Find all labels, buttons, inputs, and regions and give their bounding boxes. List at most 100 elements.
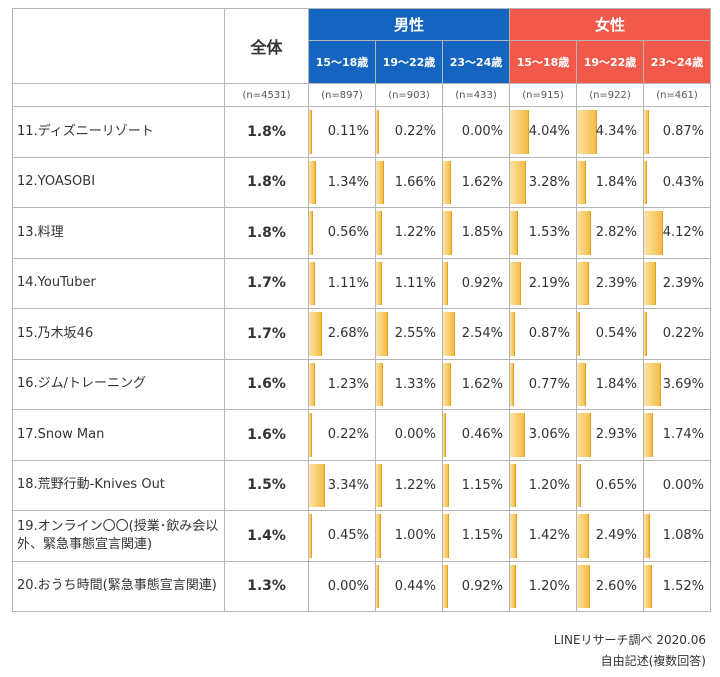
value-cell: 0.65% xyxy=(576,459,644,511)
value-text: 0.54% xyxy=(595,326,637,342)
value-text: 2.19% xyxy=(528,275,570,291)
value-text: 2.39% xyxy=(662,275,704,291)
value-text: 1.00% xyxy=(394,528,436,544)
value-cell: 1.22% xyxy=(375,207,443,259)
value-cell: 1.66% xyxy=(375,156,443,208)
value-text: 0.00% xyxy=(662,477,704,493)
row-total: 1.5% xyxy=(224,459,309,511)
sample-size-cell: (n=903) xyxy=(375,83,443,107)
value-text: 1.84% xyxy=(595,174,637,190)
value-cell: 1.62% xyxy=(442,156,510,208)
row-total: 1.8% xyxy=(224,207,309,259)
value-cell: 0.92% xyxy=(442,560,510,612)
value-cell: 1.20% xyxy=(509,459,577,511)
value-bar xyxy=(376,463,382,507)
value-cell: 3.28% xyxy=(509,156,577,208)
value-text: 1.42% xyxy=(528,528,570,544)
value-bar xyxy=(309,160,316,204)
value-bar xyxy=(376,110,379,154)
value-bar xyxy=(443,362,451,406)
value-bar xyxy=(510,211,518,255)
value-text: 1.23% xyxy=(327,376,369,392)
value-text: 2.55% xyxy=(394,326,436,342)
value-text: 2.39% xyxy=(595,275,637,291)
value-text: 3.06% xyxy=(528,427,570,443)
value-text: 4.12% xyxy=(662,225,704,241)
value-cell: 0.87% xyxy=(509,308,577,360)
value-cell: 3.06% xyxy=(509,409,577,461)
sample-size-cell: (n=915) xyxy=(509,83,577,107)
value-bar xyxy=(309,362,315,406)
value-cell: 0.45% xyxy=(308,510,376,562)
value-cell: 2.55% xyxy=(375,308,443,360)
value-bar xyxy=(443,261,448,305)
value-cell: 2.93% xyxy=(576,409,644,461)
value-bar xyxy=(577,110,597,154)
male-age-15-18: 15〜18歳 xyxy=(308,40,376,84)
value-cell: 0.56% xyxy=(308,207,376,259)
value-text: 0.92% xyxy=(461,275,503,291)
method-note: 自由記述(複数回答) xyxy=(600,654,706,668)
value-cell: 0.00% xyxy=(375,409,443,461)
value-text: 2.68% xyxy=(327,326,369,342)
value-bar xyxy=(644,362,661,406)
value-bar xyxy=(577,564,590,608)
value-bar xyxy=(376,514,381,558)
value-bar xyxy=(510,110,529,154)
row-label: 19.オンライン〇〇(授業･飲み会以外、緊急事態宣言関連) xyxy=(12,510,225,562)
value-cell: 2.19% xyxy=(509,257,577,309)
value-cell: 0.54% xyxy=(576,308,644,360)
value-bar xyxy=(577,160,586,204)
value-cell: 2.49% xyxy=(576,510,644,562)
table-row: 15.乃木坂46 1.7% 2.68% 2.55% 2.54% 0.87% 0.54% 0.2… xyxy=(12,308,711,360)
value-cell: 0.00% xyxy=(308,560,376,612)
value-cell: 1.23% xyxy=(308,358,376,410)
row-total: 1.6% xyxy=(224,358,309,410)
value-cell: 4.34% xyxy=(576,106,644,158)
value-cell: 2.54% xyxy=(442,308,510,360)
value-cell: 0.44% xyxy=(375,560,443,612)
female-age-23-24: 23〜24歳 xyxy=(643,40,711,84)
value-cell: 4.04% xyxy=(509,106,577,158)
value-bar xyxy=(644,110,649,154)
value-bar xyxy=(376,362,383,406)
row-total: 1.7% xyxy=(224,308,309,360)
value-text: 1.34% xyxy=(327,174,369,190)
value-cell: 0.87% xyxy=(643,106,711,158)
value-cell: 0.22% xyxy=(375,106,443,158)
ranking-table: 全体 男性 女性 15〜18歳 19〜22歳 23〜24歳 15〜18歳 19〜… xyxy=(12,8,711,612)
value-text: 1.11% xyxy=(394,275,436,291)
table-row: 18.荒野行動-Knives Out 1.5% 3.34% 1.22% 1.15% 1.2… xyxy=(12,459,711,511)
corner-cell xyxy=(12,8,225,84)
value-cell: 1.84% xyxy=(576,156,644,208)
value-cell: 1.00% xyxy=(375,510,443,562)
row-total: 1.8% xyxy=(224,156,309,208)
table-row: 14.YouTuber 1.7% 1.11% 1.11% 0.92% 2.19% 2.39%… xyxy=(12,257,711,309)
value-text: 3.34% xyxy=(327,477,369,493)
value-cell: 1.20% xyxy=(509,560,577,612)
value-bar xyxy=(376,261,382,305)
table-row: 16.ジム/トレーニング 1.6% 1.23% 1.33% 1.62% 0.77% 1.84… xyxy=(12,358,711,410)
row-label: 12.YOASOBI xyxy=(12,156,225,208)
value-cell: 1.52% xyxy=(643,560,711,612)
male-age-23-24: 23〜24歳 xyxy=(442,40,510,84)
value-text: 1.22% xyxy=(394,225,436,241)
row-total: 1.6% xyxy=(224,409,309,461)
value-text: 1.08% xyxy=(662,528,704,544)
value-bar xyxy=(510,413,525,457)
male-header: 男性 xyxy=(308,8,510,41)
value-bar xyxy=(443,514,449,558)
value-cell: 1.15% xyxy=(442,459,510,511)
value-cell: 0.11% xyxy=(308,106,376,158)
value-text: 3.69% xyxy=(662,376,704,392)
value-text: 1.53% xyxy=(528,225,570,241)
value-text: 1.11% xyxy=(327,275,369,291)
value-text: 4.04% xyxy=(528,124,570,140)
value-cell: 2.60% xyxy=(576,560,644,612)
value-text: 0.92% xyxy=(461,578,503,594)
value-bar xyxy=(577,413,591,457)
row-label: 17.Snow Man xyxy=(12,409,225,461)
value-text: 1.15% xyxy=(461,528,503,544)
value-text: 1.15% xyxy=(461,477,503,493)
value-bar xyxy=(376,564,379,608)
